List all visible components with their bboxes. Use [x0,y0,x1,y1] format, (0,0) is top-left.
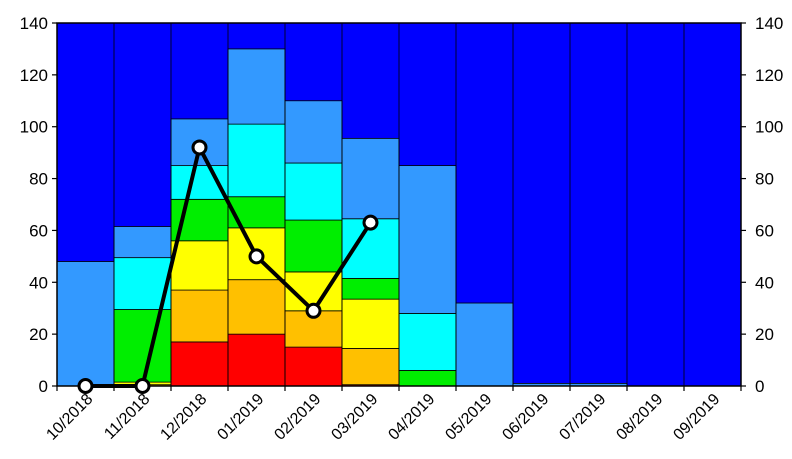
right-y-tick-label: 80 [755,170,774,189]
line-point-1 [134,378,151,394]
x-tick-label: 10/2018 [43,391,96,444]
line-point-4 [305,302,322,319]
bar-segment-03-2019-3 [341,277,400,300]
line-point-3 [248,248,265,265]
bar-segment-04-2019-5 [398,165,457,314]
left-y-tick-label: 20 [29,325,48,344]
bar-segment-12-2018-0 [170,341,229,387]
right-y-tick-label: 40 [755,273,774,292]
right-y-tick-label: 140 [755,14,783,33]
bar-segment-02-2019-5 [284,100,343,164]
x-tick-label: 07/2019 [556,391,609,444]
right-y-tick-label: 0 [755,377,764,396]
bar-segment-01-2019-0 [227,333,286,387]
right-y-tick-label: 100 [755,118,783,137]
line-layer [77,139,379,394]
x-tick-label: 01/2019 [214,391,267,444]
x-tick-label: 04/2019 [385,391,438,444]
bar-segment-01-2019-1 [227,279,286,335]
bar-segment-01-2019-3 [227,196,286,229]
x-tick-label: 12/2018 [157,391,210,444]
bar-segment-12-2018-1 [170,289,229,343]
bar-segment-03-2019-5 [341,137,400,220]
bar-segment-03-2019-1 [341,348,400,386]
x-tick-label: 06/2019 [499,391,552,444]
bar-segment-03-2019-2 [341,298,400,349]
line-point-0 [77,378,94,394]
x-tick-label: 09/2019 [670,391,723,444]
bar-segment-01-2019-5 [227,48,286,125]
left-y-tick-label: 80 [29,170,48,189]
x-tick-label: 03/2019 [328,391,381,444]
bar-segment-01-2019-4 [227,123,286,198]
x-tick-label: 02/2019 [271,391,324,444]
category-dividers [113,23,685,386]
bar-segment-02-2019-3 [284,219,343,273]
bar-segment-10-2018-5 [56,261,115,387]
right-y-tick-label: 20 [755,325,774,344]
left-y-tick-label: 120 [20,66,48,85]
bars-layer [56,48,628,387]
x-tick-label: 08/2019 [613,391,666,444]
right-y-tick-label: 60 [755,221,774,240]
bar-segment-12-2018-2 [170,240,229,291]
left-y-tick-label: 0 [39,377,48,396]
line-point-5 [362,214,379,231]
bar-segment-04-2019-3 [398,370,457,387]
left-y-tick-label: 40 [29,273,48,292]
right-y-tick-label: 120 [755,66,783,85]
left-y-tick-label: 100 [20,118,48,137]
bar-segment-11-2018-5 [113,226,172,259]
bar-segment-02-2019-4 [284,162,343,221]
bar-segment-04-2019-4 [398,312,457,371]
x-tick-label: 05/2019 [442,391,495,444]
x-tick-label: 11/2018 [101,391,153,443]
line-point-2 [191,139,208,156]
line-series [85,145,373,388]
bar-segment-05-2019-5 [455,302,514,387]
left-y-tick-label: 60 [29,221,48,240]
bar-segment-11-2018-3 [113,309,172,383]
bar-segment-02-2019-0 [284,346,343,387]
left-y-tick-label: 140 [20,14,48,33]
